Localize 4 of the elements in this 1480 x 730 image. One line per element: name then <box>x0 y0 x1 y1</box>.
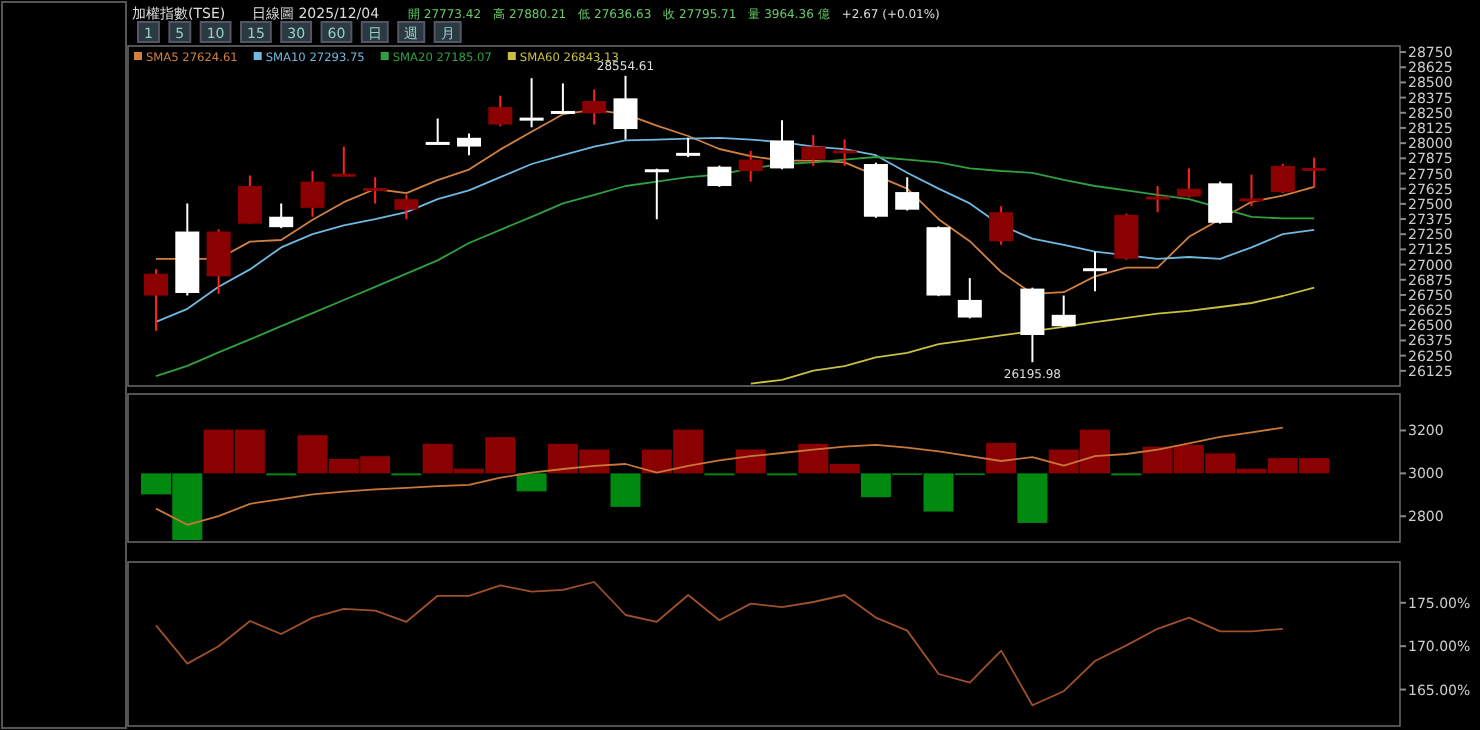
line-series <box>155 136 1316 323</box>
line-series <box>155 426 1284 526</box>
line-series <box>155 581 1284 707</box>
line-series <box>749 286 1316 385</box>
